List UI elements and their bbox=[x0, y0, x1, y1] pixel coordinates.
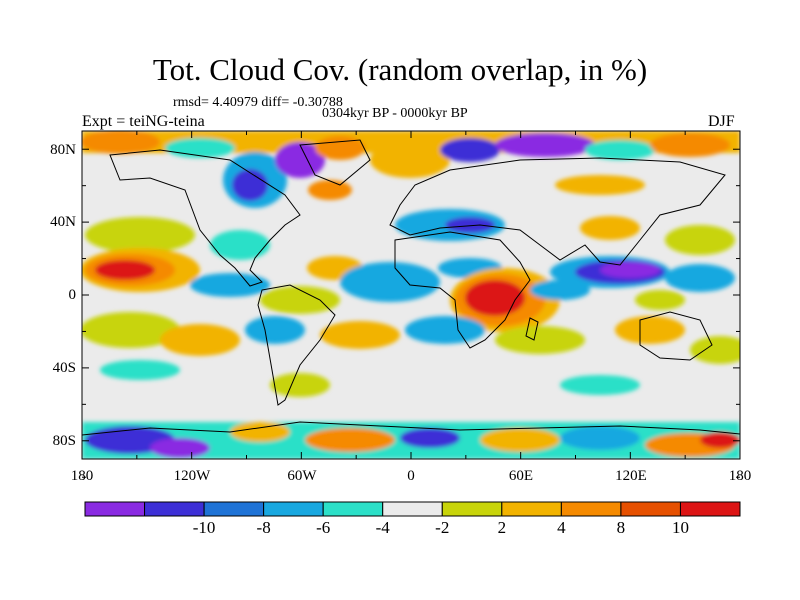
lat-label-80n: 80N bbox=[50, 142, 76, 158]
colorbar-swatch bbox=[620, 501, 681, 517]
coastline-europe-asia bbox=[389, 157, 726, 266]
colorbar-label: 8 bbox=[616, 518, 626, 537]
colorbar-label: 4 bbox=[557, 518, 566, 537]
lat-label-0: 0 bbox=[68, 287, 77, 303]
coastline-south-america bbox=[257, 284, 336, 406]
colorbar-swatch bbox=[203, 501, 265, 517]
coastline-australia bbox=[639, 311, 713, 361]
lat-label-80s: 80S bbox=[52, 433, 76, 449]
colorbar-label: -10 bbox=[192, 518, 216, 537]
colorbar-swatch bbox=[84, 501, 146, 517]
lon-label-120w: 120W bbox=[173, 468, 211, 484]
colorbar-label: -4 bbox=[375, 518, 390, 537]
colorbar-label: -8 bbox=[256, 518, 271, 537]
lon-label-120e: 120E bbox=[615, 468, 647, 484]
season-label: DJF bbox=[708, 113, 735, 130]
coastline-north-america bbox=[109, 149, 301, 287]
map-title: Tot. Cloud Cov. (random overlap, in %) bbox=[152, 52, 648, 87]
coastlines bbox=[82, 139, 740, 436]
colorbar-label: -6 bbox=[316, 518, 331, 537]
colorbar-label: 2 bbox=[497, 518, 507, 537]
colorbar-swatch bbox=[560, 501, 622, 517]
lat-label-40s: 40S bbox=[52, 360, 76, 376]
colorbar-swatch bbox=[382, 501, 443, 517]
lon-label-60e: 60E bbox=[508, 468, 534, 484]
coastline-antarctica bbox=[82, 421, 740, 436]
axis-ticks bbox=[81, 131, 741, 478]
stats-label: rmsd= 4.40979 diff= -0.30788 bbox=[173, 95, 343, 110]
experiment-label: Expt = teiNG-teina bbox=[82, 113, 205, 130]
colorbar-swatch bbox=[144, 501, 205, 517]
coastline-africa bbox=[394, 231, 531, 349]
colorbar bbox=[84, 501, 741, 517]
colorbar-swatch bbox=[322, 501, 384, 517]
coastline-greenland bbox=[299, 139, 371, 186]
anomaly-field bbox=[82, 131, 740, 459]
lon-label-180e: 180 bbox=[728, 468, 752, 484]
colorbar-label: -2 bbox=[435, 518, 450, 537]
colorbar-swatch bbox=[441, 501, 503, 517]
colorbar-label: 10 bbox=[671, 518, 689, 537]
colorbar-swatch bbox=[501, 501, 562, 517]
lon-label-60w: 60W bbox=[287, 468, 317, 484]
colorbar-swatch bbox=[263, 501, 324, 517]
lat-label-40n: 40N bbox=[50, 214, 76, 230]
lon-label-0: 0 bbox=[407, 468, 415, 484]
lon-label-180w: 180 bbox=[70, 468, 94, 484]
colorbar-swatch bbox=[679, 501, 741, 517]
period-label: 0304kyr BP - 0000kyr BP bbox=[322, 106, 468, 121]
coastline-madagascar bbox=[525, 317, 539, 341]
